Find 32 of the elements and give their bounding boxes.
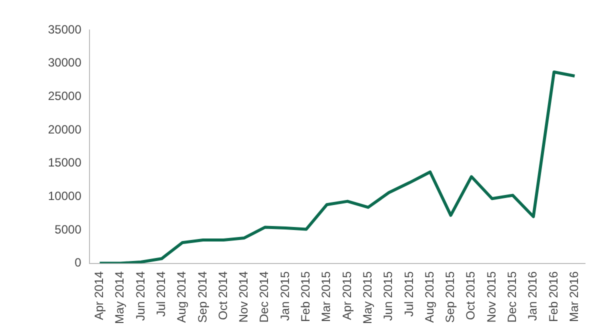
x-tick-label: Nov 2014 (236, 270, 251, 323)
y-tick-label: 35000 (48, 22, 82, 36)
x-tick-label: Sep 2014 (195, 270, 210, 323)
y-tick-label: 25000 (48, 88, 82, 103)
x-tick-label: Mar 2015 (319, 270, 334, 322)
x-tick-label: Nov 2015 (484, 270, 498, 323)
x-tick-label: Mar 2016 (566, 270, 581, 322)
y-tick-label: 5000 (54, 222, 82, 236)
x-tick-label: Aug 2014 (174, 270, 189, 323)
y-tick-label: 15000 (48, 156, 82, 170)
x-tick-label: Oct 2014 (216, 270, 230, 320)
x-tick-label: Jun 2014 (133, 270, 148, 321)
x-tick-label: Aug 2015 (422, 270, 436, 323)
x-tick-label: May 2015 (360, 270, 374, 324)
x-tick-label: Dec 2014 (257, 270, 272, 323)
x-tick-label: Jun 2015 (381, 270, 396, 321)
x-tick-label: Jan 2016 (526, 270, 540, 321)
x-tick-label: May 2014 (112, 270, 127, 324)
x-tick-label: Jul 2015 (402, 270, 416, 317)
x-tick-label: Oct 2015 (464, 270, 478, 320)
x-tick-label: Jan 2015 (278, 270, 292, 321)
y-tick-label: 10000 (48, 188, 82, 203)
y-tick-label: 30000 (48, 56, 82, 70)
x-tick-label: Feb 2016 (546, 270, 560, 322)
x-tick-label: Dec 2015 (505, 270, 520, 323)
y-tick-label: 0 (74, 256, 82, 270)
x-tick-label: Apr 2014 (92, 270, 106, 320)
x-tick-label: Jul 2014 (154, 270, 168, 317)
x-tick-label: Feb 2015 (298, 270, 313, 322)
x-tick-label: Sep 2015 (443, 270, 458, 323)
y-tick-label: 20000 (48, 122, 82, 136)
x-tick-label: Apr 2015 (340, 270, 354, 320)
